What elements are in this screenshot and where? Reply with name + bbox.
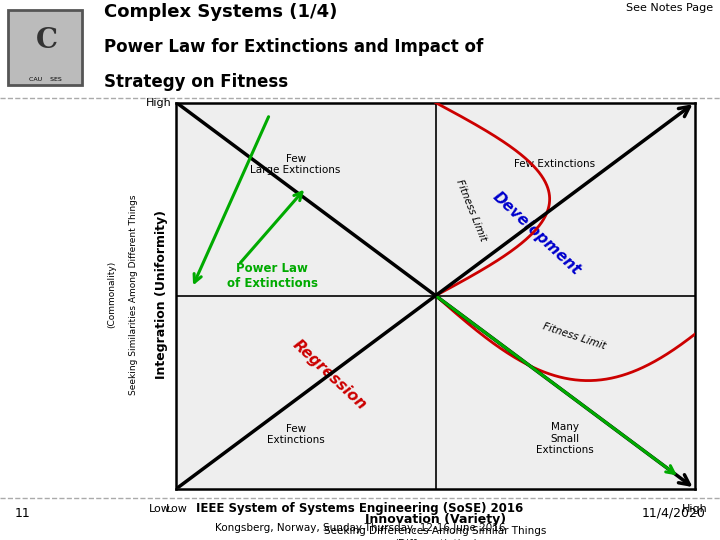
Text: See Notes Page: See Notes Page — [626, 3, 713, 13]
Text: (Commonality): (Commonality) — [107, 261, 116, 328]
Text: CAU    SES: CAU SES — [29, 77, 61, 83]
Text: Low: Low — [149, 504, 171, 514]
Text: Seeking Differences Among Similar Things: Seeking Differences Among Similar Things — [325, 526, 546, 536]
Text: Few
Extinctions: Few Extinctions — [266, 424, 325, 446]
Text: Fitness Limit: Fitness Limit — [454, 178, 487, 243]
Text: Power Law
of Extinctions: Power Law of Extinctions — [227, 262, 318, 291]
Text: Low: Low — [166, 504, 187, 514]
Text: Few Extinctions: Few Extinctions — [514, 159, 595, 170]
Text: Many
Small
Extinctions: Many Small Extinctions — [536, 422, 594, 455]
Text: IEEE System of Systems Engineering (SoSE) 2016: IEEE System of Systems Engineering (SoSE… — [197, 502, 523, 515]
Text: Kongsberg, Norway, Sunday-Thursday, 12-16 June 2016: Kongsberg, Norway, Sunday-Thursday, 12-1… — [215, 523, 505, 532]
Text: Development: Development — [490, 190, 584, 278]
Text: 11/4/2020: 11/4/2020 — [642, 507, 706, 520]
Text: 11: 11 — [14, 507, 30, 520]
Text: Strategy on Fitness: Strategy on Fitness — [104, 73, 289, 91]
Text: Innovation (Variety): Innovation (Variety) — [365, 512, 506, 525]
Text: High: High — [682, 504, 708, 514]
Text: Integration (Uniformity): Integration (Uniformity) — [156, 210, 168, 379]
Text: Few
Large Extinctions: Few Large Extinctions — [251, 153, 341, 175]
Text: Fitness Limit: Fitness Limit — [542, 321, 608, 351]
Text: Regression: Regression — [289, 337, 369, 413]
Text: Complex Systems (1/4): Complex Systems (1/4) — [104, 3, 338, 21]
Text: Power Law for Extinctions and Impact of: Power Law for Extinctions and Impact of — [104, 38, 484, 56]
Text: (Differentiation): (Differentiation) — [394, 538, 477, 540]
Text: C: C — [36, 27, 58, 54]
Text: Seeking Similarities Among Different Things: Seeking Similarities Among Different Thi… — [129, 194, 138, 395]
Text: High: High — [145, 98, 171, 107]
